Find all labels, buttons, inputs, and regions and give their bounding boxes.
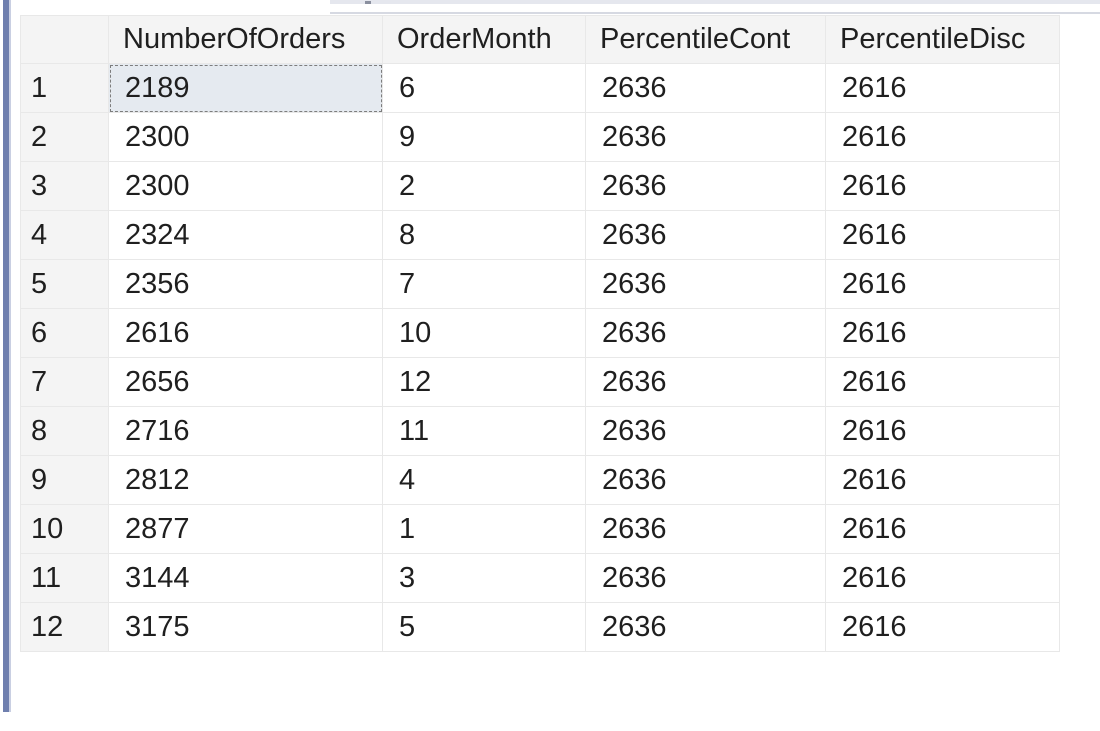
column-header-percentilecont[interactable]: PercentileCont: [585, 15, 826, 64]
column-header-ordermonth[interactable]: OrderMonth: [382, 15, 586, 64]
table-cell[interactable]: 2636: [585, 63, 826, 113]
table-cell[interactable]: 2616: [825, 455, 1060, 505]
table-cell[interactable]: 2616: [825, 602, 1060, 652]
row-header[interactable]: 9: [20, 455, 109, 505]
table-row: 8 2716 11 2636 2616: [20, 406, 1060, 456]
row-header[interactable]: 11: [20, 553, 109, 603]
table-cell[interactable]: 2300: [108, 161, 383, 211]
table-cell[interactable]: 2636: [585, 112, 826, 162]
table-cell[interactable]: 2812: [108, 455, 383, 505]
select-all-corner[interactable]: [20, 15, 109, 64]
table-cell[interactable]: 2636: [585, 602, 826, 652]
table-cell[interactable]: 2300: [108, 112, 383, 162]
table-cell[interactable]: 2636: [585, 406, 826, 456]
table-row: 11 3144 3 2636 2616: [20, 553, 1060, 603]
splitter-grip-icon[interactable]: [365, 1, 371, 4]
table-cell[interactable]: 2656: [108, 357, 383, 407]
table-cell[interactable]: 2616: [825, 63, 1060, 113]
row-header[interactable]: 5: [20, 259, 109, 309]
table-cell[interactable]: 2616: [825, 504, 1060, 554]
table-cell[interactable]: 3175: [108, 602, 383, 652]
table-cell[interactable]: 1: [382, 504, 586, 554]
column-header-percentiledisc[interactable]: PercentileDisc: [825, 15, 1060, 64]
table-cell[interactable]: 2616: [825, 357, 1060, 407]
table-row: 6 2616 10 2636 2616: [20, 308, 1060, 358]
table-row: 12 3175 5 2636 2616: [20, 602, 1060, 652]
table-cell[interactable]: 7: [382, 259, 586, 309]
table-cell[interactable]: 2636: [585, 161, 826, 211]
table-cell[interactable]: 2324: [108, 210, 383, 260]
table-row: 3 2300 2 2636 2616: [20, 161, 1060, 211]
table-cell[interactable]: 2636: [585, 455, 826, 505]
table-cell[interactable]: 2636: [585, 308, 826, 358]
table-cell-selected[interactable]: 2189: [108, 63, 383, 113]
table-cell[interactable]: 2636: [585, 259, 826, 309]
table-cell[interactable]: 9: [382, 112, 586, 162]
row-header[interactable]: 1: [20, 63, 109, 113]
row-header[interactable]: 6: [20, 308, 109, 358]
results-grid: NumberOfOrders OrderMonth PercentileCont…: [20, 15, 1060, 652]
table-cell[interactable]: 2616: [825, 161, 1060, 211]
table-cell[interactable]: 11: [382, 406, 586, 456]
table-cell[interactable]: 2636: [585, 553, 826, 603]
table-row: 9 2812 4 2636 2616: [20, 455, 1060, 505]
table-cell[interactable]: 2636: [585, 357, 826, 407]
table-cell[interactable]: 2616: [825, 308, 1060, 358]
window-left-border-inner: [9, 0, 11, 712]
table-cell[interactable]: 2716: [108, 406, 383, 456]
table-cell[interactable]: 10: [382, 308, 586, 358]
row-header[interactable]: 8: [20, 406, 109, 456]
table-cell[interactable]: 2877: [108, 504, 383, 554]
table-cell[interactable]: 2: [382, 161, 586, 211]
pane-divider-line: [330, 12, 1100, 14]
table-cell[interactable]: 2616: [825, 112, 1060, 162]
column-header-numberoforders[interactable]: NumberOfOrders: [108, 15, 383, 64]
table-row: 2 2300 9 2636 2616: [20, 112, 1060, 162]
row-header[interactable]: 3: [20, 161, 109, 211]
table-cell[interactable]: 6: [382, 63, 586, 113]
table-cell[interactable]: 2636: [585, 210, 826, 260]
table-cell[interactable]: 5: [382, 602, 586, 652]
table-cell[interactable]: 2616: [825, 259, 1060, 309]
pane-splitter[interactable]: [330, 0, 1100, 4]
table-cell[interactable]: 2636: [585, 504, 826, 554]
table-row: 4 2324 8 2636 2616: [20, 210, 1060, 260]
table-cell[interactable]: 3: [382, 553, 586, 603]
header-row: NumberOfOrders OrderMonth PercentileCont…: [20, 15, 1060, 64]
table-row: 5 2356 7 2636 2616: [20, 259, 1060, 309]
table-cell[interactable]: 2616: [825, 406, 1060, 456]
table-cell[interactable]: 2616: [825, 553, 1060, 603]
window-left-border: [3, 0, 9, 712]
table-cell[interactable]: 3144: [108, 553, 383, 603]
row-header[interactable]: 4: [20, 210, 109, 260]
table-row: 10 2877 1 2636 2616: [20, 504, 1060, 554]
table-cell[interactable]: 2616: [108, 308, 383, 358]
table-cell[interactable]: 12: [382, 357, 586, 407]
table-cell[interactable]: 2616: [825, 210, 1060, 260]
table-row: 7 2656 12 2636 2616: [20, 357, 1060, 407]
row-header[interactable]: 12: [20, 602, 109, 652]
row-header[interactable]: 7: [20, 357, 109, 407]
row-header[interactable]: 10: [20, 504, 109, 554]
table-cell[interactable]: 8: [382, 210, 586, 260]
table-cell[interactable]: 4: [382, 455, 586, 505]
table-row: 1 2189 6 2636 2616: [20, 63, 1060, 113]
row-header[interactable]: 2: [20, 112, 109, 162]
table-cell[interactable]: 2356: [108, 259, 383, 309]
